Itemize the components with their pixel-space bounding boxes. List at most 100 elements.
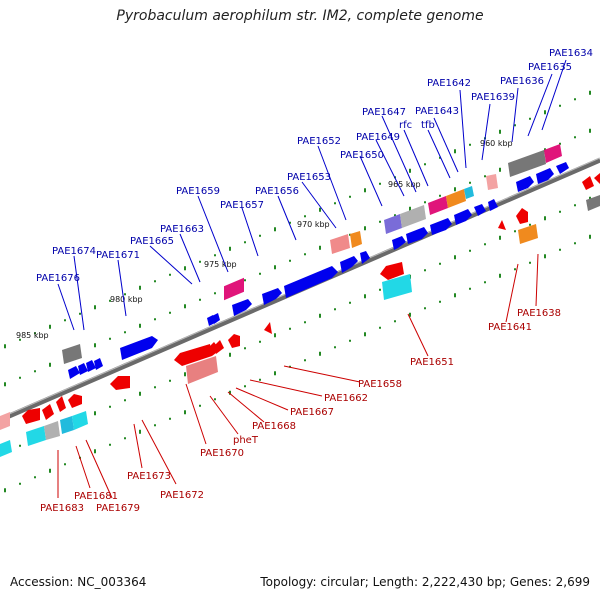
gene-arrow[interactable] <box>94 358 103 370</box>
gene-arrow[interactable] <box>406 227 428 244</box>
gene-block[interactable] <box>330 234 350 254</box>
scale-dot <box>439 300 441 303</box>
scale-dot <box>484 175 486 178</box>
gene-arrow[interactable] <box>430 218 452 235</box>
gene-arrow[interactable] <box>214 340 224 354</box>
gene-block[interactable] <box>72 411 88 430</box>
scale-dot <box>394 214 396 217</box>
gene-label-top: PAE1663 <box>160 224 204 235</box>
gene-arrow[interactable] <box>78 363 88 375</box>
scale-dot <box>409 206 411 211</box>
gene-block[interactable] <box>60 416 74 434</box>
gene-block[interactable] <box>186 356 218 384</box>
gene-block[interactable] <box>544 144 562 163</box>
scale-dot <box>304 215 306 218</box>
scale-dot <box>454 187 456 192</box>
gene-block[interactable] <box>486 174 498 190</box>
accession-text: Accession: NC_003364 <box>10 575 147 589</box>
scale-dot <box>34 370 36 373</box>
scale-dot <box>79 312 81 315</box>
gene-arrow[interactable] <box>232 299 252 316</box>
gene-arrow[interactable] <box>212 313 220 324</box>
scale-dot <box>514 124 516 127</box>
gene-arrow[interactable] <box>228 334 240 348</box>
scale-dot <box>139 429 141 434</box>
gene-arrow[interactable] <box>174 344 212 366</box>
gene-arrow[interactable] <box>68 366 80 379</box>
scale-dot <box>454 255 456 260</box>
gene-block[interactable] <box>44 421 60 440</box>
scale-dot <box>244 279 246 282</box>
gene-arrow[interactable] <box>22 408 40 424</box>
gene-arrow[interactable] <box>594 173 600 184</box>
gene-arrow[interactable] <box>488 199 498 211</box>
gene-arrow[interactable] <box>110 376 130 390</box>
gene-block[interactable] <box>400 205 426 228</box>
scale-dot <box>199 404 201 407</box>
gene-block[interactable] <box>446 189 466 208</box>
gene-label-top: PAE1642 <box>427 78 471 89</box>
kbp-label-970: 970 kbp <box>297 220 330 229</box>
scale-dot <box>394 320 396 323</box>
gene-arrow[interactable] <box>264 322 272 334</box>
scale-dot <box>124 331 126 334</box>
gene-arrow[interactable] <box>536 168 554 184</box>
scale-dot <box>49 468 51 473</box>
scale-dot <box>514 230 516 233</box>
gene-arrow[interactable] <box>392 236 406 250</box>
gene-label-bottom: PAE1662 <box>324 393 368 404</box>
gene-arrow[interactable] <box>208 342 220 356</box>
scale-dot <box>154 318 156 321</box>
gene-block[interactable] <box>508 150 546 177</box>
gene-block[interactable] <box>518 224 538 244</box>
scale-dot <box>274 227 276 232</box>
gene-arrow[interactable] <box>582 176 594 190</box>
scale-dot <box>424 163 426 166</box>
scale-dot <box>469 249 471 252</box>
gene-block[interactable] <box>384 214 402 234</box>
scale-dot <box>439 262 441 265</box>
gene-block[interactable] <box>0 412 10 430</box>
gene-label-bottom: PAE1670 <box>200 448 244 459</box>
gene-block[interactable] <box>0 440 12 457</box>
scale-dot <box>124 293 126 296</box>
scale-dot <box>409 168 411 173</box>
gene-block[interactable] <box>26 426 46 446</box>
gene-block[interactable] <box>464 186 474 199</box>
gene-arrow[interactable] <box>86 360 96 372</box>
gene-block[interactable] <box>382 274 412 300</box>
gene-block[interactable] <box>586 195 600 211</box>
kbp-label-980: 980 kbp <box>110 295 143 304</box>
scale-dot <box>229 352 231 357</box>
gene-arrow[interactable] <box>516 208 528 224</box>
scale-dot <box>304 321 306 324</box>
gene-label-bottom: PAE1668 <box>252 421 296 432</box>
gene-label-top: PAE1652 <box>297 136 341 147</box>
gene-block[interactable] <box>62 344 82 364</box>
scale-dot <box>244 241 246 244</box>
gene-arrow[interactable] <box>516 176 534 192</box>
gene-arrow[interactable] <box>284 266 338 298</box>
gene-arrow[interactable] <box>360 251 370 264</box>
gene-label-top: tfb <box>421 120 435 131</box>
gene-arrow[interactable] <box>340 256 358 273</box>
gene-arrow[interactable] <box>556 162 569 174</box>
gene-arrow[interactable] <box>56 396 66 412</box>
gene-arrow[interactable] <box>42 404 54 420</box>
gene-arrow[interactable] <box>474 204 486 216</box>
gene-arrow[interactable] <box>380 262 404 280</box>
scale-dot <box>139 285 141 290</box>
scale-dot <box>109 337 111 340</box>
scale-dot <box>334 202 336 205</box>
gene-block[interactable] <box>350 231 362 248</box>
gene-arrow[interactable] <box>454 209 472 225</box>
gene-arrow[interactable] <box>498 220 506 230</box>
gene-arrow[interactable] <box>262 288 282 305</box>
gene-arrow[interactable] <box>120 336 158 360</box>
scale-dot <box>454 293 456 298</box>
gene-label-top: PAE1634 <box>549 48 593 59</box>
gene-arrow[interactable] <box>68 394 82 408</box>
gene-block[interactable] <box>428 196 448 215</box>
scale-dot <box>289 327 291 330</box>
gene-block[interactable] <box>224 277 244 301</box>
